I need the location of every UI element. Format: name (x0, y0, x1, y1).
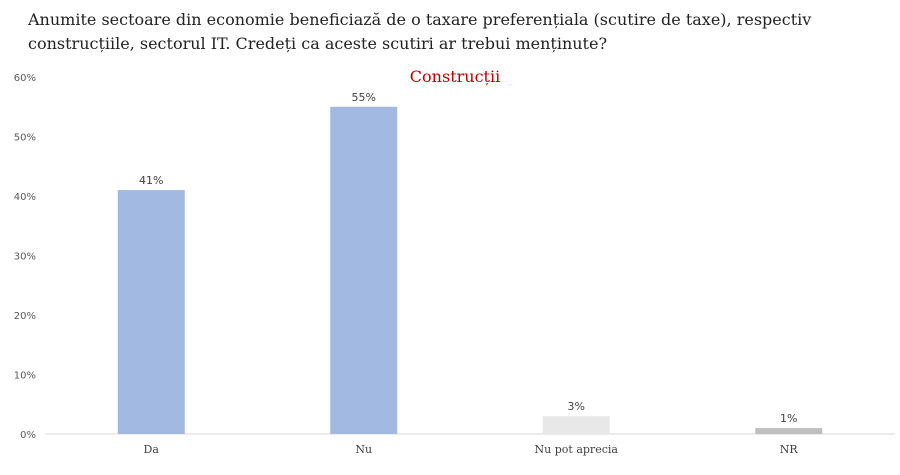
y-tick-label: 50% (14, 133, 36, 144)
y-tick-label: 10% (14, 371, 36, 382)
bar-chart: Construcții 0% 10% 20% 30% 40% 50% 60% 41% 55% 3… (14, 67, 895, 456)
data-labels-group: 41% 55% 3% 1% (139, 91, 797, 425)
y-tick-label: 0% (20, 430, 36, 441)
y-tick-label: 30% (14, 252, 36, 263)
bar (117, 190, 185, 434)
chart-title: Construcții (410, 67, 500, 86)
category-label: Nu pot aprecia (535, 443, 619, 456)
category-label: Da (144, 443, 160, 456)
y-tick-label: 20% (14, 311, 36, 322)
bar (330, 106, 398, 434)
chart-area: Construcții 0% 10% 20% 30% 40% 50% 60% 41% 55% 3… (0, 60, 900, 471)
category-labels-group: Da Nu Nu pot aprecia NR (144, 443, 799, 456)
bar (542, 416, 610, 434)
y-axis: 0% 10% 20% 30% 40% 50% 60% (14, 73, 36, 441)
question-text: Anumite sectoare din economie beneficiaz… (28, 10, 812, 53)
category-label: NR (780, 443, 799, 456)
data-label: 41% (139, 174, 163, 187)
y-tick-label: 40% (14, 192, 36, 203)
data-label: 1% (780, 412, 797, 425)
y-tick-label: 60% (14, 73, 36, 84)
data-label: 3% (568, 400, 585, 413)
category-label: Nu (355, 443, 372, 456)
bars-group (117, 106, 823, 434)
bar (755, 428, 823, 434)
data-label: 55% (352, 91, 376, 104)
